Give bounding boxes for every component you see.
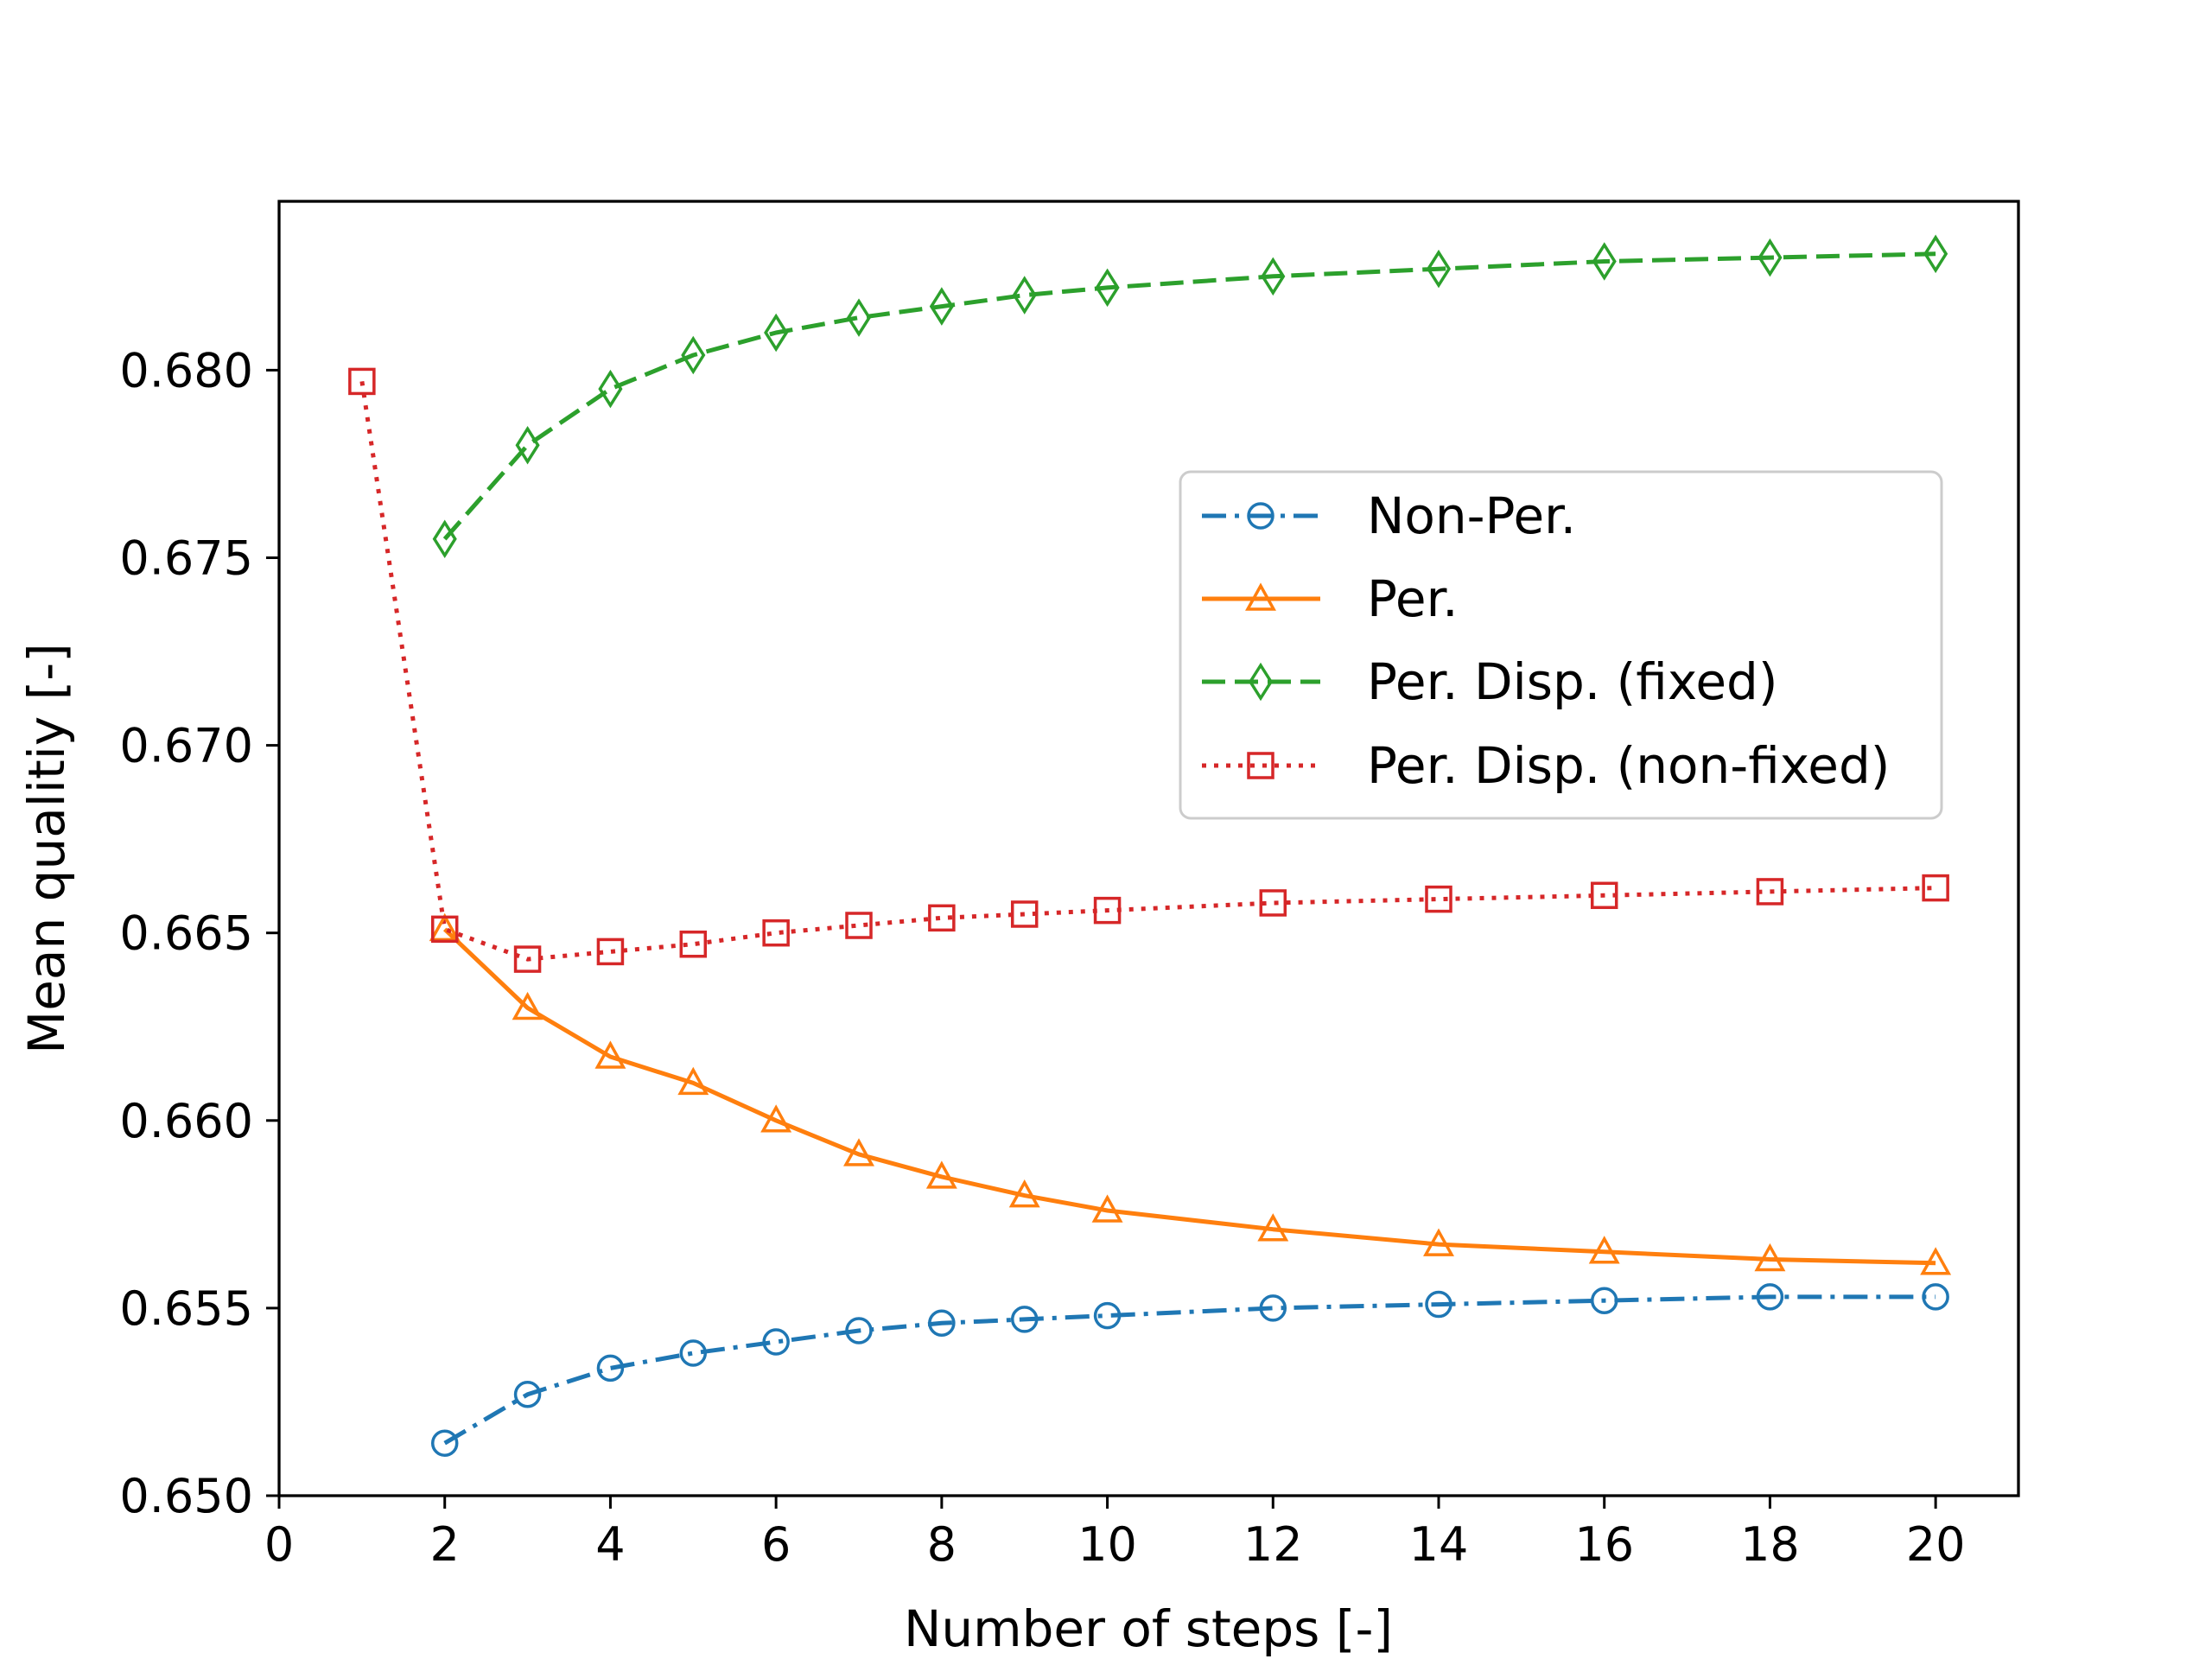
data-point-per <box>1920 1247 1952 1275</box>
x-tick-label: 0 <box>264 1517 294 1572</box>
data-point-per <box>677 1066 709 1096</box>
x-tick-label: 8 <box>927 1517 957 1572</box>
data-point-per <box>512 991 543 1020</box>
data-point-non-per <box>1259 1294 1287 1322</box>
data-point-per <box>594 1040 626 1069</box>
data-point-per-disp-non-fixed <box>1093 896 1122 925</box>
x-tick-label: 12 <box>1243 1517 1303 1572</box>
x-tick-label: 18 <box>1740 1517 1800 1572</box>
y-tick-label: 0.675 <box>119 531 253 585</box>
x-tick-label: 2 <box>430 1517 460 1572</box>
x-tick-label: 10 <box>1077 1517 1137 1572</box>
data-point-per <box>843 1138 874 1166</box>
data-point-per-disp-fixed <box>929 287 954 326</box>
legend-marker-non-per <box>1247 502 1274 530</box>
series-line-non-per <box>443 1294 1936 1446</box>
x-tick-label: 14 <box>1409 1517 1469 1572</box>
x-axis-label: Number of steps [-] <box>904 1599 1393 1658</box>
plot-frame <box>277 200 2020 1497</box>
data-point-non-per <box>596 1354 625 1382</box>
data-point-per-disp-non-fixed <box>845 912 873 939</box>
data-point-non-per <box>1922 1283 1949 1311</box>
y-axis-ticks: 0.650 0.655 0.660 0.665 0.670 0.675 0.680 <box>119 343 279 1523</box>
y-tick-label: 0.680 <box>119 343 253 397</box>
data-point-per-disp-fixed <box>1758 238 1783 277</box>
y-tick-label: 0.650 <box>119 1469 253 1523</box>
data-point-non-per <box>1425 1290 1452 1319</box>
data-point-per-disp-non-fixed <box>762 918 790 947</box>
data-point-non-per <box>513 1381 542 1408</box>
data-point-non-per <box>1093 1301 1122 1330</box>
series-line-per-disp-fixed <box>442 251 1936 541</box>
data-point-per <box>760 1104 792 1133</box>
legend-marker-per-disp-non-fixed <box>1247 752 1274 779</box>
data-point-per-disp-fixed <box>1012 276 1037 315</box>
legend: Non-Per. Per. Per. Disp. (fixed) Per. Disp.… <box>1179 470 1943 820</box>
marker-layer <box>348 234 1952 1457</box>
data-point-per-disp-non-fixed <box>1756 878 1784 906</box>
legend-entries: Non-Per. Per. Per. Disp. (fixed) Per. Disp.… <box>1202 486 1890 795</box>
legend-label-non-per: Non-Per. <box>1367 486 1576 545</box>
data-point-per <box>925 1160 957 1189</box>
data-point-per <box>1588 1236 1620 1264</box>
legend-box <box>1179 470 1943 820</box>
x-tick-label: 20 <box>1906 1517 1966 1572</box>
legend-label-per-disp-non-fixed: Per. Disp. (non-fixed) <box>1367 736 1890 795</box>
data-point-per-disp-non-fixed <box>1922 874 1949 902</box>
data-point-per <box>429 912 461 942</box>
x-tick-label: 16 <box>1574 1517 1634 1572</box>
data-point-per-disp-fixed <box>515 425 540 465</box>
legend-marker-per <box>1245 582 1276 611</box>
data-point-non-per <box>1010 1306 1039 1333</box>
data-point-per-disp-fixed <box>1592 242 1617 281</box>
legend-label-per: Per. <box>1367 569 1459 628</box>
data-point-per-disp-fixed <box>598 369 623 409</box>
data-point-per <box>1257 1213 1289 1242</box>
y-tick-label: 0.665 <box>119 906 253 961</box>
data-point-non-per <box>679 1339 708 1367</box>
legend-label-per-disp-fixed: Per. Disp. (fixed) <box>1367 652 1778 711</box>
data-point-non-per <box>1590 1287 1618 1314</box>
data-point-per-disp-non-fixed <box>596 938 625 966</box>
data-point-per <box>1091 1194 1123 1223</box>
y-tick-label: 0.660 <box>119 1094 253 1148</box>
data-point-non-per <box>1756 1283 1784 1311</box>
series-layer <box>359 251 1936 1446</box>
data-point-per-disp-fixed <box>764 313 789 353</box>
data-point-per-disp-fixed <box>1923 234 1948 274</box>
data-point-per-disp-fixed <box>681 335 706 375</box>
y-tick-label: 0.670 <box>119 719 253 773</box>
data-point-per-disp-fixed <box>432 519 457 559</box>
series-line-per <box>442 927 1936 1266</box>
data-point-non-per <box>762 1328 790 1356</box>
data-point-per-disp-fixed <box>1095 268 1120 308</box>
data-point-per-disp-fixed <box>846 298 872 337</box>
data-point-per-disp-non-fixed <box>430 915 459 944</box>
data-point-non-per <box>430 1429 459 1457</box>
x-axis-ticks: 0 2 4 6 8 10 12 14 16 18 20 <box>264 1496 1966 1572</box>
legend-marker-per-disp-fixed <box>1248 662 1274 702</box>
y-axis-label: Mean qualitiy [-] <box>17 643 76 1054</box>
data-point-per-disp-non-fixed <box>679 930 708 958</box>
x-tick-label: 4 <box>595 1517 625 1572</box>
data-point-per-disp-non-fixed <box>513 945 542 973</box>
data-point-per-disp-non-fixed <box>1010 900 1039 928</box>
y-tick-label: 0.655 <box>119 1281 253 1336</box>
data-point-per-disp-fixed <box>1426 249 1452 289</box>
data-point-per-disp-fixed <box>1261 257 1286 296</box>
x-tick-label: 6 <box>761 1517 791 1572</box>
data-point-per-disp-non-fixed <box>1425 885 1452 913</box>
data-point-per <box>1423 1228 1454 1256</box>
data-point-per <box>1754 1243 1786 1272</box>
data-point-per-disp-non-fixed <box>1590 881 1618 910</box>
data-point-non-per <box>928 1309 956 1338</box>
data-point-per-disp-non-fixed <box>928 904 956 932</box>
data-point-per <box>1008 1179 1040 1208</box>
data-point-per-disp-non-fixed <box>1259 889 1287 917</box>
data-point-non-per <box>845 1317 873 1344</box>
data-point-per-disp-non-fixed <box>348 367 376 396</box>
